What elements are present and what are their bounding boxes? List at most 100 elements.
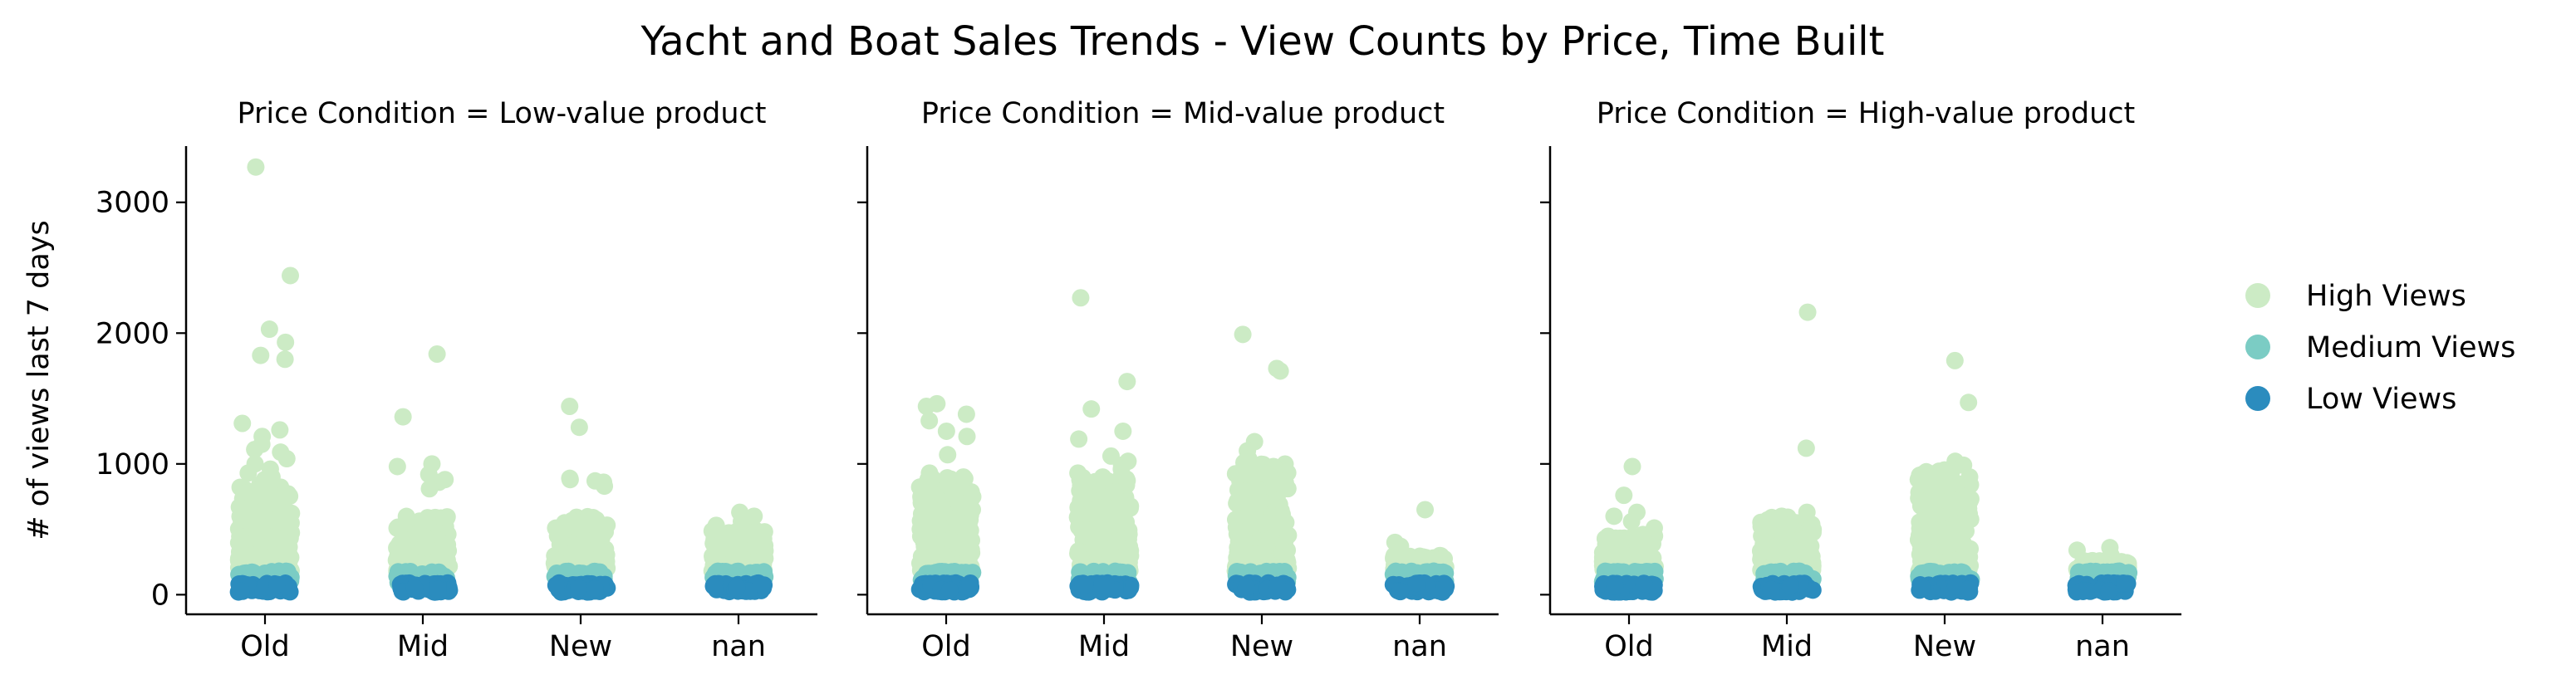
low-views-point: [232, 582, 250, 600]
high-views-point: [917, 398, 935, 416]
high-views-point: [238, 483, 256, 501]
high-views-point: [260, 320, 278, 339]
chart-title: Yacht and Boat Sales Trends - View Count…: [640, 18, 1885, 65]
high-views-point: [546, 550, 564, 569]
x-tick-label: New: [549, 630, 612, 663]
high-views-point: [754, 530, 773, 548]
x-tick-label: Mid: [397, 630, 449, 663]
legend-label: Medium Views: [2306, 331, 2515, 364]
high-views-point: [1602, 531, 1620, 550]
high-views-point: [1229, 481, 1247, 499]
high-views-point: [1623, 457, 1641, 476]
points-mid: [1068, 289, 1140, 601]
x-tick-label: nan: [2075, 630, 2130, 663]
high-views-point: [1279, 526, 1298, 545]
high-views-point: [940, 477, 958, 495]
high-views-point: [957, 405, 975, 423]
low-views-point: [753, 576, 772, 594]
high-views-point: [438, 509, 456, 527]
high-views-point: [925, 486, 944, 504]
legend-marker: [2245, 386, 2270, 411]
high-views-point: [915, 548, 934, 566]
high-views-point: [388, 457, 406, 476]
high-views-point: [1391, 542, 1409, 560]
low-views-point: [707, 578, 725, 596]
high-views-point: [1245, 513, 1263, 531]
x-tick-label: nan: [711, 630, 766, 663]
high-views-point: [1798, 303, 1817, 321]
low-views-point: [586, 579, 604, 598]
low-views-point: [1912, 578, 1931, 596]
high-views-point: [962, 490, 980, 508]
high-views-point: [420, 480, 439, 498]
high-views-point: [958, 428, 976, 446]
high-views-point: [230, 498, 248, 516]
high-views-point: [561, 471, 579, 489]
low-views-point: [1237, 579, 1255, 597]
low-views-point: [2100, 582, 2118, 600]
high-views-point: [557, 517, 576, 535]
high-views-point: [1944, 460, 1962, 478]
high-views-point: [708, 520, 726, 539]
low-views-point: [2078, 582, 2096, 600]
high-views-point: [276, 350, 294, 369]
high-views-point: [1232, 522, 1250, 540]
y-tick-label: 0: [151, 579, 169, 612]
high-views-point: [1234, 325, 1252, 344]
panel-title: Price Condition = High-value product: [1597, 97, 2136, 130]
low-views-point: [1407, 574, 1425, 593]
high-views-point: [1118, 373, 1136, 391]
y-tick-label: 1000: [96, 448, 169, 481]
low-views-point: [1391, 583, 1410, 601]
high-views-point: [1268, 516, 1287, 534]
points-old: [229, 158, 301, 601]
high-views-point: [1909, 471, 1927, 489]
panel-title: Price Condition = Low-value product: [237, 97, 766, 130]
high-views-point: [948, 511, 966, 529]
y-tick-label: 3000: [96, 187, 169, 220]
high-views-point: [1085, 537, 1103, 555]
high-views-point: [1234, 548, 1252, 566]
high-views-point: [1634, 525, 1652, 544]
high-views-point: [272, 530, 290, 548]
high-views-point: [1082, 400, 1101, 418]
low-views-point: [1097, 576, 1116, 594]
low-views-point: [1268, 576, 1287, 594]
x-tick-label: Old: [1604, 630, 1654, 663]
high-views-point: [1117, 513, 1136, 531]
low-views-point: [547, 576, 565, 594]
high-views-point: [954, 468, 973, 486]
low-views-point: [961, 574, 979, 593]
legend-label: Low Views: [2306, 383, 2456, 416]
high-views-point: [577, 541, 595, 560]
points-nan: [703, 503, 774, 601]
high-views-point: [2068, 541, 2086, 560]
high-views-point: [231, 527, 249, 545]
high-views-point: [1271, 362, 1289, 380]
legend-marker: [2245, 283, 2270, 308]
high-views-point: [1070, 505, 1088, 523]
high-views-point: [1435, 550, 1454, 568]
high-views-point: [1956, 509, 1975, 527]
points-mid: [387, 345, 459, 601]
high-views-point: [430, 544, 449, 562]
high-views-point: [1940, 492, 1958, 511]
points-new: [1226, 325, 1298, 601]
high-views-point: [247, 158, 265, 176]
points-mid: [1751, 303, 1823, 601]
high-views-point: [416, 528, 434, 546]
low-views-point: [570, 579, 588, 598]
low-views-point: [1762, 580, 1780, 599]
high-views-point: [1631, 543, 1649, 561]
low-views-point: [940, 581, 959, 599]
high-views-point: [1106, 483, 1124, 501]
high-views-point: [1776, 516, 1794, 535]
points-new: [1909, 351, 1980, 601]
high-views-point: [277, 450, 296, 468]
high-views-point: [1605, 507, 1623, 525]
high-views-point: [1112, 460, 1131, 478]
high-views-point: [941, 530, 959, 549]
high-views-point: [939, 446, 957, 464]
high-views-point: [1114, 422, 1132, 440]
high-views-point: [1085, 501, 1103, 519]
